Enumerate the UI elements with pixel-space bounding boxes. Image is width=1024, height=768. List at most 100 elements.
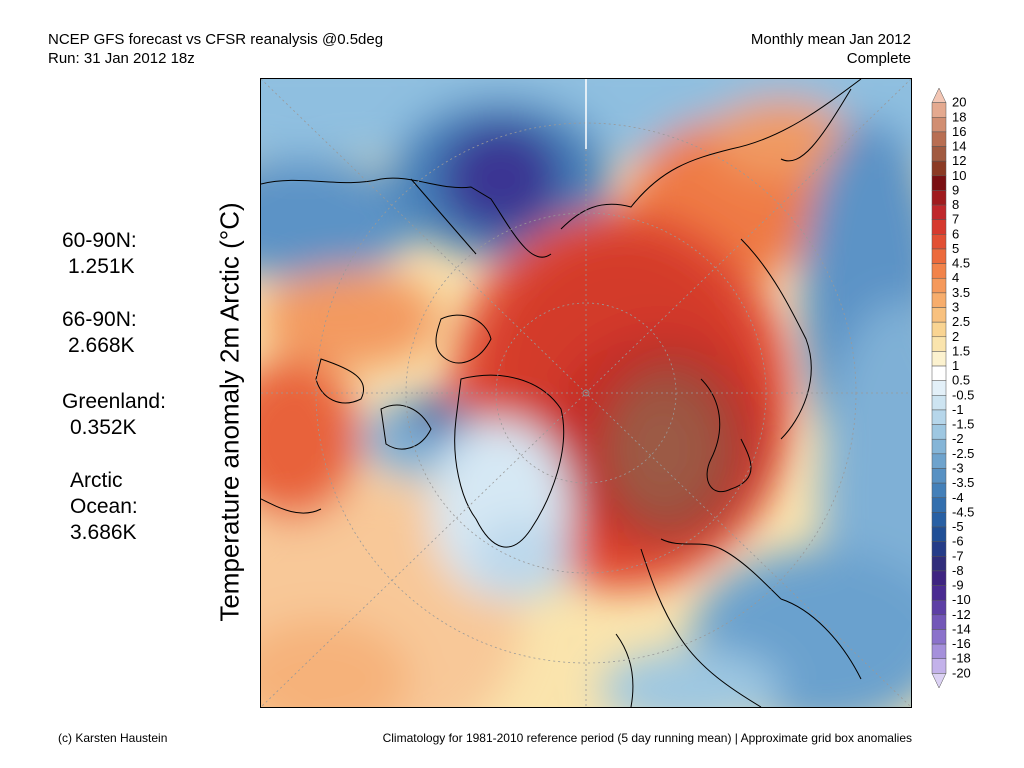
colorbar-swatch — [931, 160, 947, 177]
colorbar-swatch — [931, 336, 947, 352]
north-pole-marker — [582, 389, 590, 397]
stat-value: 2.668K — [68, 334, 135, 357]
colorbar-swatch — [931, 570, 947, 586]
colorbar-svg: 201816141210987654.543.532.521.510.5-0.5… — [931, 87, 974, 689]
status-label: Complete — [846, 50, 911, 67]
stat-value: 0.352K — [70, 416, 137, 439]
footnote: Climatology for 1981-2010 reference peri… — [382, 731, 912, 745]
colorbar-tick-label: 5 — [952, 241, 959, 256]
colorbar-swatch — [931, 234, 947, 250]
colorbar-swatch — [931, 248, 947, 264]
colorbar-swatch — [931, 497, 947, 513]
colorbar-swatch — [931, 190, 947, 206]
colorbar-tick-label: 7 — [952, 212, 959, 227]
stat-arctic-ocean: Arctic Ocean: 3.686K — [70, 468, 138, 546]
colorbar-tick-label: 4.5 — [952, 256, 970, 271]
period-title: Monthly mean Jan 2012 — [750, 31, 911, 48]
colorbar-swatch — [931, 658, 947, 674]
colorbar-tick-label: 8 — [952, 197, 959, 212]
copyright: (c) Karsten Haustein — [58, 731, 168, 745]
stat-66-90n: 66-90N: 2.668K — [62, 307, 137, 359]
header-right: Monthly mean Jan 2012 Complete — [751, 30, 911, 68]
colorbar-swatch — [931, 629, 947, 645]
colorbar-swatch — [931, 468, 947, 484]
colorbar-tick-label: 0.5 — [952, 373, 970, 388]
stat-label: 60-90N: — [62, 229, 137, 252]
colorbar-swatch — [931, 453, 947, 469]
colorbar-tick-label: -3 — [952, 460, 964, 475]
colorbar-tick-label: 9 — [952, 182, 959, 197]
colorbar-tick-label: 12 — [952, 153, 966, 168]
colorbar-swatch — [931, 146, 947, 162]
coastlines — [260, 78, 862, 708]
stat-value: 3.686K — [70, 521, 137, 544]
colorbar-tick-label: -8 — [952, 563, 964, 578]
anomaly-field — [181, 39, 981, 759]
colorbar-tick-label: 3.5 — [952, 285, 970, 300]
stat-label: Arctic — [70, 469, 123, 492]
stat-label: Ocean: — [70, 495, 138, 518]
colorbar-swatch — [931, 102, 947, 118]
colorbar-tick-label: 1 — [952, 358, 959, 373]
colorbar-swatch — [931, 482, 947, 499]
header-left: NCEP GFS forecast vs CFSR reanalysis @0.… — [48, 30, 383, 68]
colorbar-swatch — [931, 512, 947, 528]
stat-value: 1.251K — [68, 255, 135, 278]
colorbar-swatch — [931, 219, 947, 235]
colorbar-tick-label: 18 — [952, 109, 966, 124]
colorbar-tick-label: -0.5 — [952, 387, 974, 402]
colorbar-tick-label: 3 — [952, 300, 959, 315]
colorbar-tick-label: -20 — [952, 665, 971, 680]
colorbar-swatch — [931, 292, 947, 308]
colorbar-swatch — [931, 556, 947, 572]
colorbar-swatch — [931, 277, 947, 294]
colorbar-tick-label: -2 — [952, 431, 964, 446]
colorbar-tick-label: 10 — [952, 168, 966, 183]
colorbar-tick-label: -12 — [952, 607, 971, 622]
colorbar-swatch — [931, 614, 947, 630]
colorbar-tick-label: -6 — [952, 534, 964, 549]
colorbar-tick-label: -14 — [952, 621, 971, 636]
colorbar-swatch — [931, 263, 947, 279]
colorbar-tick-label: 2 — [952, 329, 959, 344]
colorbar-swatch — [931, 409, 947, 425]
colorbar-swatch — [931, 395, 947, 411]
colorbar-swatch — [931, 365, 947, 381]
colorbar-swatch — [931, 673, 947, 689]
colorbar-swatch — [931, 643, 947, 659]
colorbar-swatch — [931, 131, 947, 147]
colorbar-tick-label: -1.5 — [952, 417, 974, 432]
colorbar-swatch — [931, 117, 947, 133]
colorbar-tick-label: -3.5 — [952, 475, 974, 490]
colorbar-tick-label: -10 — [952, 592, 971, 607]
colorbar-tick-label: -7 — [952, 548, 964, 563]
colorbar-tick-label: -16 — [952, 636, 971, 651]
colorbar-tick-label: -2.5 — [952, 446, 974, 461]
colorbar-tick-label: 6 — [952, 226, 959, 241]
colorbar-swatch — [931, 87, 947, 103]
colorbar-swatch — [931, 380, 947, 396]
colorbar-swatch — [931, 585, 947, 601]
colorbar-tick-label: 4 — [952, 270, 959, 285]
colorbar-tick-label: -1 — [952, 402, 964, 417]
colorbar: 20 18 16 14 12 10 9 8 7 6 5 4.5 4 3.5 3 2.5 2 1.5 1 0.5 -0.5… — [928, 84, 1008, 704]
stat-60-90n: 60-90N: 1.251K — [62, 228, 137, 280]
colorbar-tick-label: -5 — [952, 519, 964, 534]
colorbar-title: Temperature anomaly 2m Arctic (°C) — [214, 202, 245, 622]
colorbar-swatch — [931, 599, 947, 616]
map-canvas — [181, 39, 981, 759]
model-title: NCEP GFS forecast vs CFSR reanalysis @0.… — [48, 31, 384, 48]
colorbar-swatch — [931, 351, 947, 367]
colorbar-tick-label: -18 — [952, 651, 971, 666]
colorbar-tick-label: 14 — [952, 139, 966, 154]
stat-greenland: Greenland: 0.352K — [62, 389, 166, 441]
colorbar-swatch — [931, 541, 947, 557]
stat-label: 66-90N: — [62, 308, 137, 331]
colorbar-swatch — [931, 321, 947, 338]
colorbar-swatch — [931, 307, 947, 323]
colorbar-tick-label: 2.5 — [952, 314, 970, 329]
colorbar-tick-label: 1.5 — [952, 343, 970, 358]
run-info: Run: 31 Jan 2012 18z — [48, 50, 195, 67]
colorbar-tick-label: -9 — [952, 578, 964, 593]
colorbar-swatch — [931, 526, 947, 542]
